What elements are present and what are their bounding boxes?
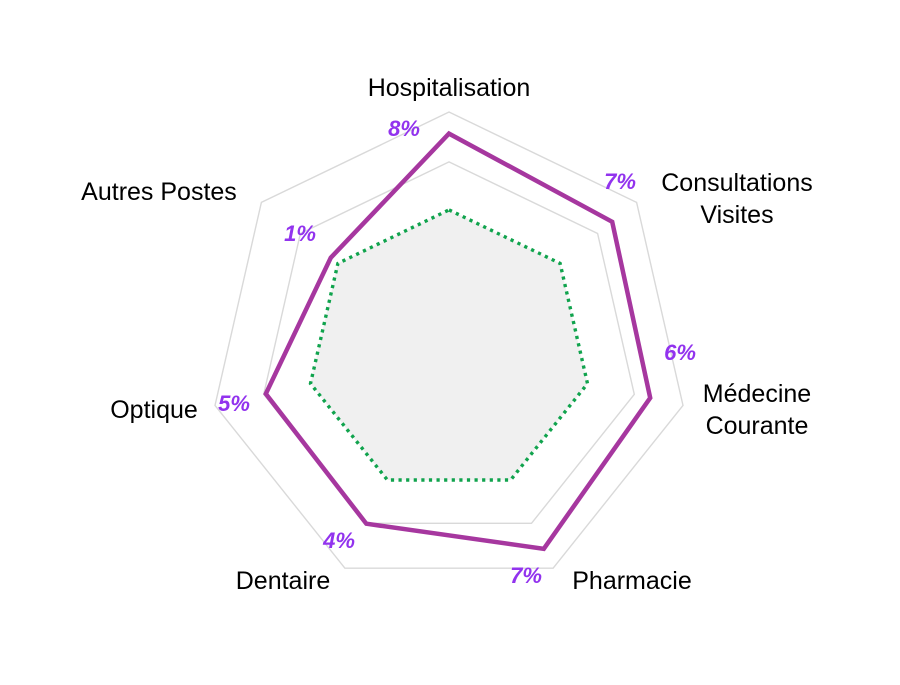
value-label-hospitalisation: 8% bbox=[388, 116, 420, 141]
axis-label-line: Optique bbox=[110, 396, 198, 424]
reference-series-polygon bbox=[308, 208, 590, 482]
value-label-optique: 5% bbox=[218, 391, 250, 416]
axis-label-line: Consultations bbox=[661, 169, 813, 197]
grid-rings bbox=[214, 111, 684, 569]
axis-label-autres-postes: Autres Postes bbox=[81, 176, 237, 208]
axis-label-hospitalisation: Hospitalisation bbox=[368, 72, 531, 104]
axis-label-line: Autres Postes bbox=[81, 178, 237, 206]
axis-label-line: Hospitalisation bbox=[367, 74, 531, 102]
axis-label-line: Pharmacie bbox=[572, 567, 692, 595]
value-label-consultations-visites: 7% bbox=[604, 169, 636, 194]
axis-label-line: Courante bbox=[705, 412, 809, 440]
axis-label-line: Dentaire bbox=[235, 567, 331, 595]
value-label-pharmacie: 7% bbox=[510, 563, 542, 588]
value-label-autres-postes: 1% bbox=[284, 221, 316, 246]
axis-label-consultations-visites: Consultations Visites bbox=[661, 167, 812, 231]
main-series-polygon bbox=[263, 130, 653, 552]
axis-label-line: Visites bbox=[700, 201, 774, 229]
axis-label-line: Médecine bbox=[702, 380, 812, 408]
grid-ring bbox=[214, 111, 684, 569]
axis-label-medecine-courante: Médecine Courante bbox=[703, 378, 811, 442]
axis-label-pharmacie: Pharmacie bbox=[572, 565, 692, 597]
value-label-dentaire: 4% bbox=[323, 528, 355, 553]
axis-label-optique: Optique bbox=[110, 394, 198, 426]
grid-ring bbox=[262, 161, 636, 524]
axis-label-dentaire: Dentaire bbox=[236, 565, 331, 597]
value-label-medecine-courante: 6% bbox=[664, 340, 696, 365]
